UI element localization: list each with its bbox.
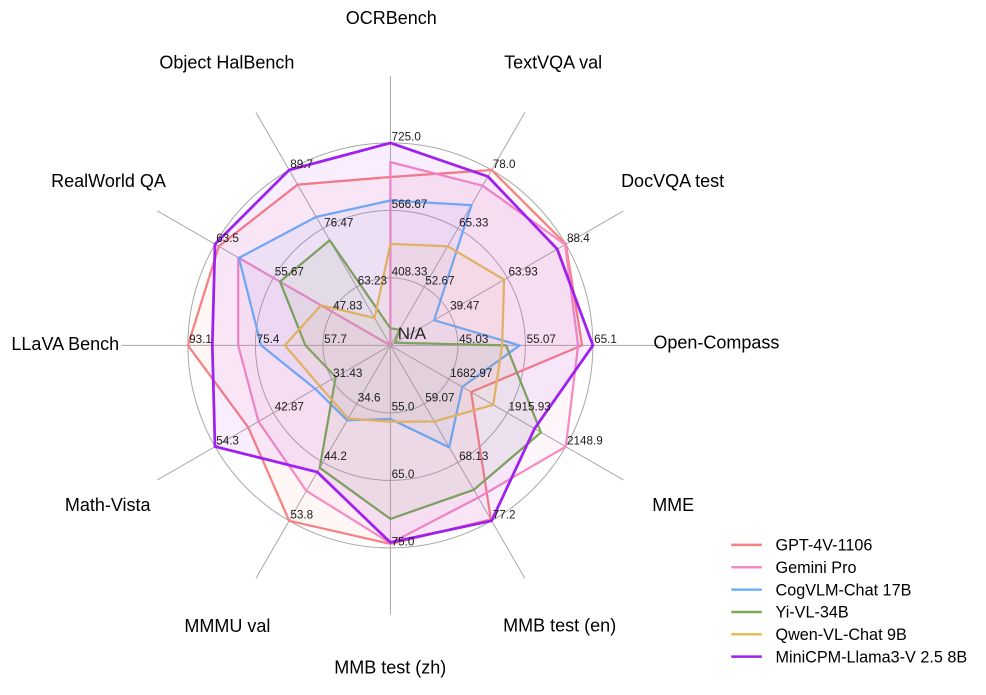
svg-text:89.7: 89.7 (290, 158, 313, 171)
svg-text:63.93: 63.93 (509, 266, 538, 279)
svg-text:54.3: 54.3 (216, 434, 239, 447)
svg-text:63.5: 63.5 (216, 232, 239, 245)
svg-text:N/A: N/A (398, 324, 427, 343)
svg-text:88.4: 88.4 (567, 232, 590, 245)
svg-text:OCRBench: OCRBench (346, 8, 437, 28)
svg-text:42.87: 42.87 (275, 401, 304, 414)
svg-text:63.23: 63.23 (358, 275, 387, 288)
svg-text:59.07: 59.07 (425, 392, 454, 405)
svg-text:725.0: 725.0 (392, 131, 422, 144)
svg-text:Open-Compass: Open-Compass (653, 332, 779, 352)
svg-text:93.1: 93.1 (189, 333, 212, 346)
svg-text:MMMU val: MMMU val (184, 616, 270, 636)
svg-text:31.43: 31.43 (333, 367, 362, 380)
svg-text:75.0: 75.0 (392, 536, 415, 549)
svg-text:1915.93: 1915.93 (509, 401, 551, 414)
svg-text:65.0: 65.0 (392, 468, 415, 481)
svg-text:77.2: 77.2 (493, 509, 516, 522)
svg-text:1682.97: 1682.97 (450, 367, 492, 380)
svg-text:Gemini Pro: Gemini Pro (776, 559, 857, 577)
svg-text:MMB test (zh): MMB test (zh) (334, 658, 446, 678)
svg-text:LLaVA Bench: LLaVA Bench (11, 334, 119, 354)
svg-text:Math-Vista: Math-Vista (65, 495, 152, 515)
svg-text:44.2: 44.2 (324, 450, 347, 463)
svg-text:CogVLM-Chat 17B: CogVLM-Chat 17B (776, 581, 912, 599)
svg-text:RealWorld QA: RealWorld QA (51, 171, 166, 191)
svg-text:55.07: 55.07 (527, 333, 556, 346)
svg-text:MMB test (en): MMB test (en) (503, 616, 616, 636)
svg-text:MME: MME (652, 495, 694, 515)
svg-text:Yi-VL-34B: Yi-VL-34B (776, 604, 849, 622)
svg-text:47.83: 47.83 (333, 299, 362, 312)
svg-text:MiniCPM-Llama3-V 2.5 8B: MiniCPM-Llama3-V 2.5 8B (776, 648, 968, 666)
svg-text:76.47: 76.47 (324, 216, 353, 229)
svg-text:39.47: 39.47 (450, 299, 479, 312)
svg-text:45.03: 45.03 (459, 333, 488, 346)
svg-text:566.67: 566.67 (392, 198, 428, 211)
svg-text:68.13: 68.13 (459, 450, 488, 463)
svg-text:75.4: 75.4 (257, 333, 280, 346)
svg-text:GPT-4V-1106: GPT-4V-1106 (776, 537, 873, 555)
svg-text:2148.9: 2148.9 (567, 434, 603, 447)
svg-text:Qwen-VL-Chat 9B: Qwen-VL-Chat 9B (776, 626, 907, 644)
svg-text:408.33: 408.33 (392, 266, 428, 279)
svg-text:65.1: 65.1 (594, 333, 617, 346)
svg-text:Object HalBench: Object HalBench (159, 52, 294, 72)
svg-text:DocVQA test: DocVQA test (621, 171, 724, 191)
svg-text:53.8: 53.8 (290, 509, 313, 522)
svg-text:78.0: 78.0 (493, 158, 516, 171)
svg-text:55.67: 55.67 (275, 266, 304, 279)
svg-text:TextVQA val: TextVQA val (504, 52, 602, 72)
svg-text:52.67: 52.67 (425, 275, 454, 288)
svg-text:55.0: 55.0 (392, 401, 415, 414)
svg-text:57.7: 57.7 (324, 333, 347, 346)
svg-text:34.6: 34.6 (358, 392, 381, 405)
svg-text:65.33: 65.33 (459, 216, 488, 229)
